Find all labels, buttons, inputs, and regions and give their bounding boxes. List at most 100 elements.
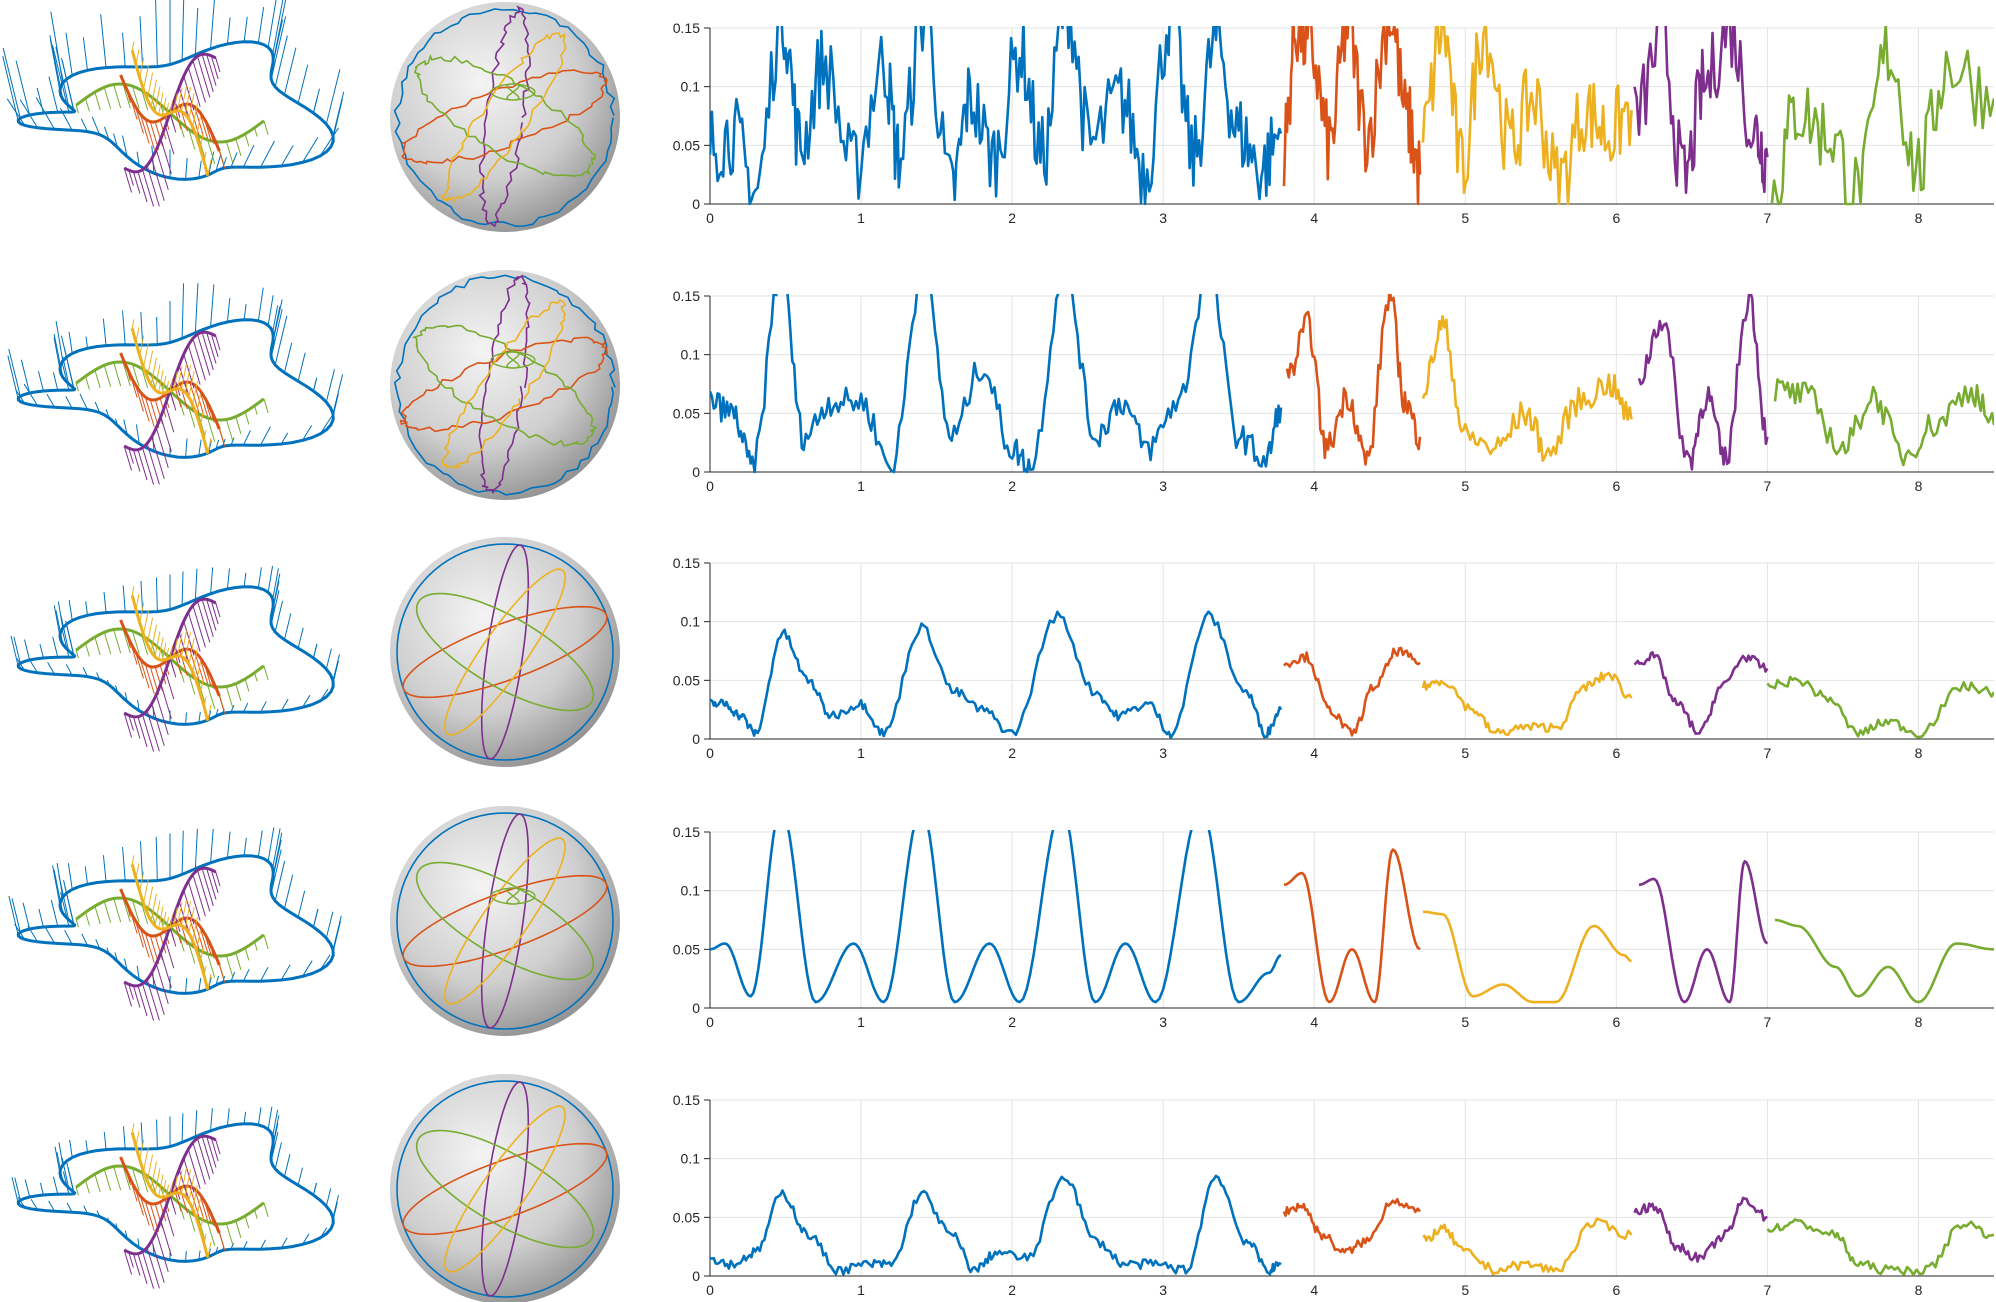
- strand-normal: [210, 333, 219, 358]
- strand-normal: [196, 56, 211, 98]
- blue-normal: [68, 599, 73, 621]
- blue-normal: [122, 585, 126, 612]
- strand-curve: [130, 1132, 210, 1258]
- series-line-blue: [710, 1174, 1282, 1276]
- strand-normal: [139, 871, 145, 892]
- blue-normal: [210, 1108, 213, 1131]
- strand-normal: [128, 715, 134, 731]
- strand-normal: [141, 635, 149, 656]
- strand-normal: [169, 390, 177, 411]
- blue-normal: [215, 155, 221, 172]
- strand-normal: [164, 126, 175, 155]
- strand-normal: [187, 67, 201, 107]
- blue-normal: [272, 1109, 279, 1137]
- y-tick-label: 0.1: [681, 79, 701, 95]
- strand-normal: [165, 647, 170, 660]
- series-line-yellow: [1423, 910, 1633, 1004]
- blue-normal: [297, 64, 309, 104]
- strand-normal: [180, 85, 187, 112]
- blue-normal: [280, 698, 289, 712]
- strand-normal: [94, 91, 101, 111]
- strand-normal: [141, 90, 149, 111]
- series-line-orange: [1283, 848, 1421, 1004]
- strand-normal: [195, 117, 201, 137]
- strand-normal: [131, 363, 140, 387]
- blue-normal: [65, 396, 73, 409]
- blue-normal: [65, 32, 73, 76]
- strand-normal: [169, 100, 173, 114]
- blue-normal: [2, 48, 21, 119]
- strand-normal: [244, 947, 250, 961]
- strand-normal: [164, 671, 175, 700]
- blue-normal: [185, 978, 188, 994]
- strand-normal: [139, 1139, 145, 1160]
- strand-normal: [123, 1249, 133, 1275]
- sphere: [390, 537, 620, 767]
- strand-normal: [178, 1203, 185, 1220]
- strand-normal: [131, 899, 140, 923]
- x-tick-label: 8: [1915, 1014, 1923, 1030]
- blue-normal: [48, 1200, 55, 1212]
- blue-normal: [198, 711, 201, 723]
- blue-normal: [274, 1142, 282, 1170]
- strand-normal: [158, 92, 164, 115]
- strand-normal: [84, 643, 90, 657]
- strand-normal: [206, 1136, 217, 1168]
- strand-normal: [169, 926, 177, 947]
- strand-normal: [143, 879, 149, 904]
- sphere-knot: [490, 83, 536, 101]
- blue-normal: [301, 960, 313, 977]
- strand-normal: [263, 398, 269, 413]
- sphere-path: [396, 1080, 614, 1298]
- strand-normal: [158, 637, 164, 660]
- strand-normal: [201, 1136, 214, 1174]
- blue-normal: [257, 567, 262, 588]
- strand-normal: [206, 332, 217, 364]
- strand-normal: [131, 41, 135, 51]
- blue-normal: [208, 976, 212, 989]
- strand-normal: [210, 869, 219, 894]
- blue-normal: [57, 601, 64, 628]
- x-tick-label: 0: [706, 478, 714, 494]
- strand-normal: [196, 1138, 211, 1180]
- strand-normal: [188, 1211, 196, 1232]
- strand-normal: [139, 602, 145, 623]
- blue-normal: [274, 315, 288, 366]
- blue-normal: [11, 1177, 19, 1205]
- strand-normal: [188, 906, 195, 934]
- sphere-path: [399, 336, 609, 433]
- blue-normal: [11, 898, 21, 933]
- strand-normal: [169, 112, 177, 133]
- blue-normal: [297, 627, 304, 649]
- series-line-blue: [710, 610, 1283, 739]
- blue-normal: [85, 1140, 88, 1153]
- strand-normal: [178, 666, 185, 683]
- blue-normal: [53, 605, 61, 637]
- blue-normal: [226, 568, 230, 590]
- strand-normal: [154, 666, 163, 692]
- strand-normal: [103, 365, 112, 387]
- strand-normal: [144, 932, 155, 964]
- blue-normal: [24, 1179, 31, 1198]
- blue-normal: [56, 862, 64, 897]
- blue-normal: [135, 424, 140, 444]
- series-line-yellow: [1422, 1217, 1633, 1276]
- strand-normal: [155, 1231, 169, 1272]
- strand-normal: [263, 120, 269, 135]
- strand-normal: [128, 170, 134, 186]
- curve-3d-illustration: [7, 283, 344, 485]
- strand-normal: [201, 599, 214, 637]
- strand-normal: [165, 380, 170, 393]
- strand-normal: [94, 905, 101, 925]
- strand-normal: [187, 881, 201, 921]
- x-tick-label: 7: [1764, 210, 1772, 226]
- blue-normal: [103, 592, 107, 613]
- strand-normal: [128, 984, 134, 1000]
- blue-normal: [79, 393, 88, 410]
- blue-normal: [257, 6, 265, 43]
- strand-normal: [244, 133, 250, 147]
- sphere-illustration: [390, 806, 620, 1036]
- blue-normal: [312, 88, 320, 114]
- x-tick-label: 8: [1915, 745, 1923, 761]
- sphere-path: [444, 837, 566, 1005]
